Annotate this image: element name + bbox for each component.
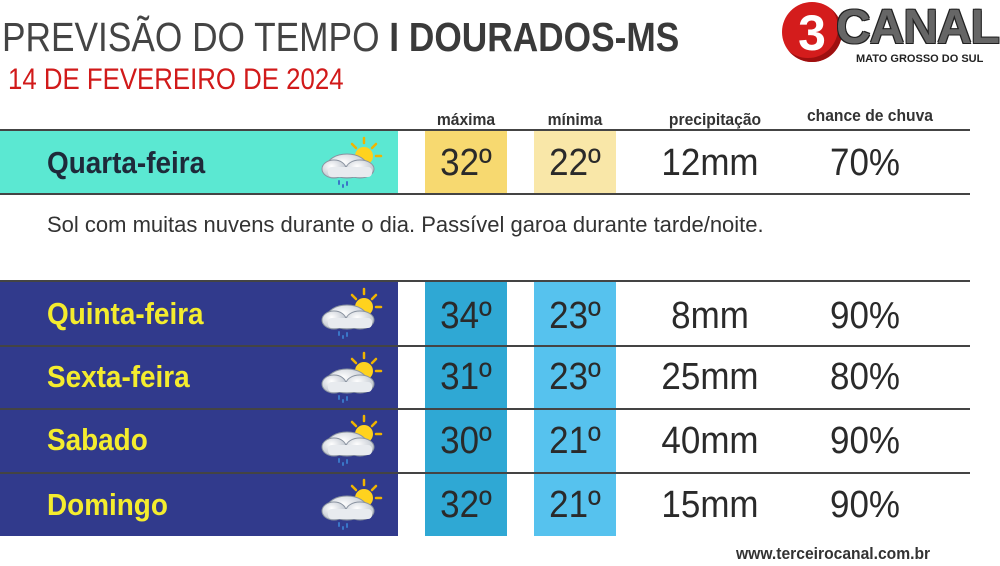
rain-chance: 90% (830, 484, 900, 526)
sun-cloud-rain-icon (314, 287, 384, 339)
rain-chance: 90% (830, 295, 900, 337)
header-max: máxima (436, 110, 496, 129)
max-temp: 32º (440, 484, 492, 526)
forecast-row: Sabado 30º 21º 40mm 90% (0, 410, 970, 472)
forecast-row: Quinta-feira 34º 23º 8mm 90% (0, 282, 970, 345)
title-city: I DOURADOS-MS (389, 14, 680, 60)
sun-cloud-rain-icon (314, 136, 384, 188)
terceiro-canal-logo: 3 CANAL MATO GROSSO DO SUL (780, 0, 1000, 70)
max-temp: 32º (440, 142, 492, 184)
divider (0, 472, 970, 474)
website-url[interactable]: www.terceirocanal.com.br (736, 544, 931, 563)
header-min: mínima (547, 110, 603, 129)
min-temp: 21º (549, 484, 601, 526)
precipitation: 8mm (671, 295, 749, 337)
min-cell (534, 347, 616, 408)
sun-cloud-rain-icon (314, 351, 384, 403)
precipitation: 40mm (661, 420, 759, 462)
forecast-row: Domingo 32º 21º 15mm 90% (0, 474, 970, 536)
max-cell (425, 131, 507, 193)
precipitation: 25mm (661, 356, 759, 398)
min-temp: 21º (549, 420, 601, 462)
forecast-date: 14 DE FEVEREIRO DE 2024 (8, 63, 344, 96)
min-temp: 22º (549, 142, 601, 184)
divider (0, 193, 970, 195)
min-temp: 23º (549, 356, 601, 398)
min-cell (534, 474, 616, 536)
day-name: Sexta-feira (47, 359, 190, 394)
today-description: Sol com muitas nuvens durante o dia. Pas… (47, 212, 764, 237)
logo-circle (782, 2, 842, 62)
day-name: Quarta-feira (47, 145, 206, 180)
min-temp: 23º (549, 295, 601, 337)
precipitation: 15mm (661, 484, 759, 526)
logo-subtitle: MATO GROSSO DO SUL (856, 53, 984, 65)
header-precipitation: precipitação (668, 110, 762, 129)
day-name: Domingo (47, 487, 168, 522)
sun-cloud-rain-icon (314, 478, 384, 530)
max-temp: 31º (440, 356, 492, 398)
max-cell (425, 347, 507, 408)
precipitation: 12mm (661, 142, 759, 184)
header-chance: chance de chuva (806, 106, 934, 125)
max-cell (425, 410, 507, 472)
logo-word: CANAL (836, 1, 1000, 54)
max-temp: 30º (440, 420, 492, 462)
rain-chance: 90% (830, 420, 900, 462)
rain-chance: 70% (830, 142, 900, 184)
divider (0, 345, 970, 347)
day-name: Quinta-feira (47, 296, 204, 331)
day-name: Sabado (47, 422, 148, 457)
max-temp: 34º (440, 295, 492, 337)
max-cell (425, 282, 507, 345)
min-cell (534, 131, 616, 193)
divider (0, 280, 970, 282)
min-cell (534, 410, 616, 472)
min-cell (534, 282, 616, 345)
forecast-row: Sexta-feira 31º 23º 25mm 80% (0, 347, 970, 408)
rain-chance: 80% (830, 356, 900, 398)
page-title: PREVISÃO DO TEMPO I DOURADOS-MS (2, 10, 679, 64)
title-forecast: PREVISÃO DO TEMPO (2, 14, 380, 60)
max-cell (425, 474, 507, 536)
divider (0, 408, 970, 410)
logo-number: 3 (798, 5, 826, 61)
today-row: Quarta-feira 32º 22º 12mm 70% (0, 131, 970, 193)
divider (0, 129, 970, 131)
sun-cloud-rain-icon (314, 414, 384, 466)
